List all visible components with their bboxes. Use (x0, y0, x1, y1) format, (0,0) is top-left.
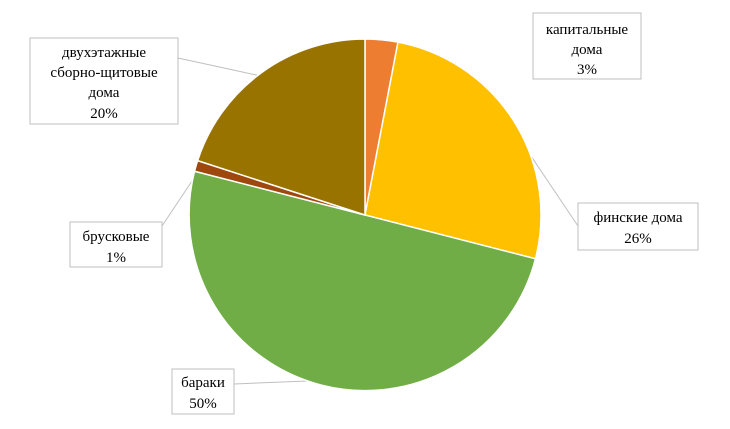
pie-slices (188, 38, 542, 392)
slice-label-dvuhetazhnye-line-2: сборно-щитовые (50, 65, 158, 81)
slice-label-baraki-pct: 50% (189, 396, 217, 412)
slice-label-dvuhetazhnye-line-3: дома (89, 85, 120, 101)
slice-label-finskie: финские дома 26% (577, 202, 699, 251)
slice-label-baraki-line-1: бараки (181, 375, 225, 391)
slice-label-bruskovye-pct: 1% (106, 250, 126, 266)
pie-slice-finskie (364, 41, 542, 260)
slice-label-bruskovye: брусковые 1% (69, 221, 163, 268)
slice-label-dvuhetazhnye-pct: 20% (90, 106, 118, 122)
slice-label-baraki: бараки 50% (171, 368, 235, 415)
slice-label-kapitalnye-line-1: капитальные (546, 22, 629, 38)
pie-slice-dvuhetazhnye (196, 38, 366, 217)
slice-label-dvuhetazhnye: двухэтажные сборно-щитовые дома 20% (29, 37, 179, 125)
slice-label-kapitalnye-pct: 3% (577, 62, 597, 78)
pie-slice-baraki (188, 170, 537, 392)
leader-line-dvuhetazhnye (177, 57, 265, 78)
slice-label-kapitalnye-line-2: дома (572, 42, 603, 58)
slice-label-kapitalnye: капитальные дома 3% (532, 12, 642, 80)
slice-label-finskie-line-1: финские дома (593, 210, 682, 226)
slice-label-dvuhetazhnye-line-1: двухэтажные (62, 45, 146, 61)
slice-label-bruskovye-line-1: брусковые (83, 229, 150, 245)
slice-label-finskie-pct: 26% (624, 231, 652, 247)
